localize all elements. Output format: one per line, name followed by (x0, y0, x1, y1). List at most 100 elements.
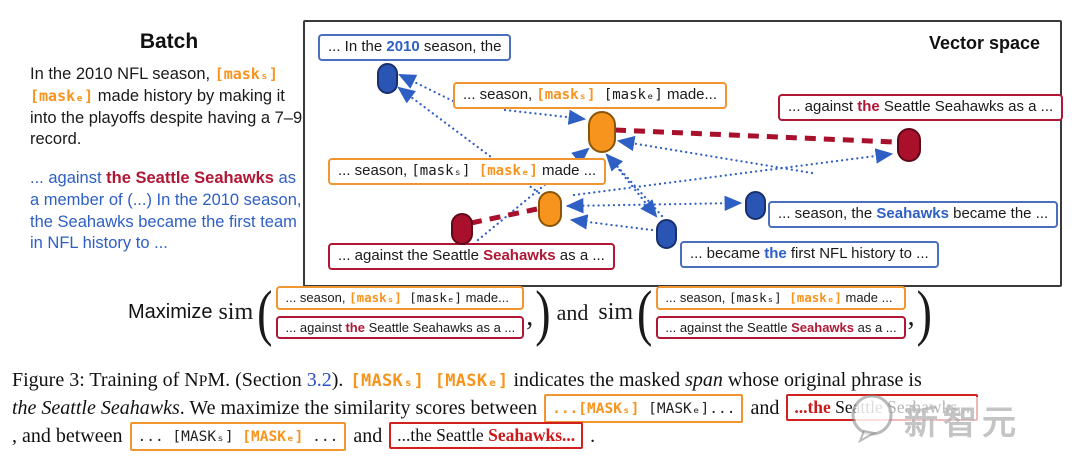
text-run: whose original phrase is (722, 369, 922, 391)
highlight-token: 2010 (386, 38, 420, 55)
context-box-blue-seahawks: ... season, the Seahawks became the ... (768, 201, 1059, 228)
text-run: and (348, 425, 388, 447)
target-phrase: the Seattle Seahawks (106, 169, 274, 188)
text-run: ... season, (285, 290, 350, 305)
text-run: ...the Seattle (397, 425, 489, 445)
similarity-equation: Maximize sim ( ... season, [maskₛ] [mask… (128, 281, 934, 343)
mask-start-token: ...[MASKₛ] (552, 401, 640, 417)
highlight-token: the (857, 98, 880, 115)
mask-start-token: [maskₛ] (728, 290, 790, 305)
text-run: as a ... (854, 319, 897, 335)
text-run: Seattle Seahawks as a ... (364, 319, 516, 335)
italic-phrase: the Seattle Seahawks (12, 397, 180, 419)
text-run: ... against the Seattle (338, 247, 484, 264)
context-box-mask-end: ... season, [maskₛ] [maskₑ] made ... (328, 158, 607, 185)
highlight-token: Seahawks (483, 247, 556, 264)
mask-end-token: [maskₑ] (789, 290, 842, 305)
smallcap-p: P (198, 373, 208, 390)
caption-line-1: Figure 3: Training of NPM. (Section 3.2)… (12, 366, 1074, 394)
text-run: ... (303, 429, 339, 445)
batch-title: Batch (139, 30, 199, 53)
text-run: ... against (30, 169, 107, 188)
comma: , (526, 300, 534, 332)
highlight-token: Seahawks... (488, 425, 576, 445)
text-run: ... season, (665, 290, 729, 305)
mask-end-token: [maskₑ] (401, 290, 462, 305)
text-run: , and between (12, 425, 128, 447)
open-paren: ( (637, 277, 653, 347)
sim-function-2: sim (598, 299, 634, 326)
sim-function-1: sim (218, 299, 254, 326)
caption-box-target-1: ...the Seattle Seahawks... (786, 394, 979, 421)
text-run: made... (461, 290, 509, 305)
caption-box-masked-1: ...[MASKₛ] [MASKₑ]... (544, 394, 744, 423)
comma: , (907, 300, 915, 332)
mask-start-token: [maskₛ] (349, 290, 402, 305)
and-label: and (556, 299, 589, 325)
text-run: ... became (690, 245, 765, 262)
context-box-red-seahawks: ... against the Seattle Seahawks as a ..… (328, 243, 615, 270)
text-run: ... In the (328, 38, 387, 55)
text-run: Figure 3: Training of N (12, 369, 199, 391)
caption-line-3: , and between ... [MASKₛ] [MASKₑ] ... an… (12, 422, 1074, 451)
equation-pair-2: ... season, [maskₛ] [maskₑ] made ... ...… (656, 286, 906, 340)
mask-span-tokens: [MASKₛ] [MASKₑ] (350, 371, 509, 391)
embedding-pill-orange-2 (538, 191, 562, 227)
embedding-pill-blue-3 (745, 191, 766, 220)
text-run: M. (Section (207, 369, 307, 391)
open-paren: ( (257, 277, 273, 347)
text-run: made... (662, 86, 718, 103)
text-run: first NFL history to ... (786, 245, 929, 262)
text-run: ... against (285, 319, 346, 335)
highlight-token: the (345, 319, 365, 335)
text-run: made history by making it into the playo… (30, 86, 303, 149)
batch-reference-passage: ... against the Seattle Seahawks as a me… (30, 168, 308, 255)
context-box-blue-1: ... In the 2010 season, the (318, 34, 512, 61)
embedding-pill-blue-2 (656, 219, 677, 249)
context-box-blue-the: ... became the first NFL history to ... (680, 241, 939, 268)
text-run: ). (331, 369, 344, 391)
equation-box-target-2: ... against the Seattle Seahawks as a ..… (656, 315, 906, 340)
equation-box-target-1: ... against the Seattle Seahawks as a ..… (276, 315, 525, 340)
text-run: made ... (537, 162, 597, 179)
text-run: indicates the masked (508, 369, 686, 391)
text-run: and (745, 397, 785, 419)
equation-box-masked-1: ... season, [maskₛ] [maskₑ] made... (276, 286, 525, 310)
mask-start-token: ... [MASKₛ] (137, 429, 243, 445)
close-paren: ) (535, 277, 551, 347)
italic-span-word: span (685, 369, 723, 391)
context-box-mask-start: ... season, [maskₛ] [maskₑ] made... (453, 82, 728, 109)
text-run: Seattle Seahawks... (830, 397, 971, 417)
mask-end-token: [maskₑ] (595, 87, 663, 103)
text-run: became the ... (948, 205, 1049, 222)
text-run: ... season, (338, 162, 412, 179)
equation-box-masked-2: ... season, [maskₛ] [maskₑ] made ... (656, 286, 906, 310)
highlight-token: Seahawks (791, 319, 854, 335)
text-run: ... against the Seattle (665, 319, 792, 335)
equation-pair-1: ... season, [maskₛ] [maskₑ] made... ... … (276, 286, 525, 340)
mask-start-token: [maskₛ] (411, 163, 479, 179)
text-run: ... season, the (778, 205, 877, 222)
mask-end-token: [maskₑ] (478, 163, 538, 179)
highlight-token: ...the (794, 397, 831, 417)
text-run: season, the (419, 38, 502, 55)
mask-end-token: [MASKₑ] (242, 429, 304, 445)
embedding-pill-red-1 (897, 128, 921, 162)
close-paren: ) (916, 277, 932, 347)
text-run: In the 2010 NFL season, (30, 65, 215, 83)
text-run: as a member of (...) In the 2010 season,… (30, 169, 302, 253)
text-run: . We maximize the similarity scores betw… (179, 397, 543, 419)
text-run: . (585, 425, 596, 447)
text-run: made ... (841, 290, 893, 305)
caption-box-target-2: ...the Seattle Seahawks... (389, 422, 584, 449)
text-run: ... season, (463, 86, 537, 103)
batch-panel: Batch In the 2010 NFL season, [maskₛ] [m… (30, 30, 308, 272)
figure-caption: Figure 3: Training of NPM. (Section 3.2)… (12, 366, 1074, 451)
section-link: 3.2 (306, 369, 332, 391)
highlight-token: Seahawks (876, 205, 949, 222)
embedding-pill-blue-1 (377, 63, 398, 94)
highlight-token: the (764, 245, 787, 262)
vector-space-title: Vector space (929, 33, 1041, 53)
text-run: ... against (788, 98, 858, 115)
